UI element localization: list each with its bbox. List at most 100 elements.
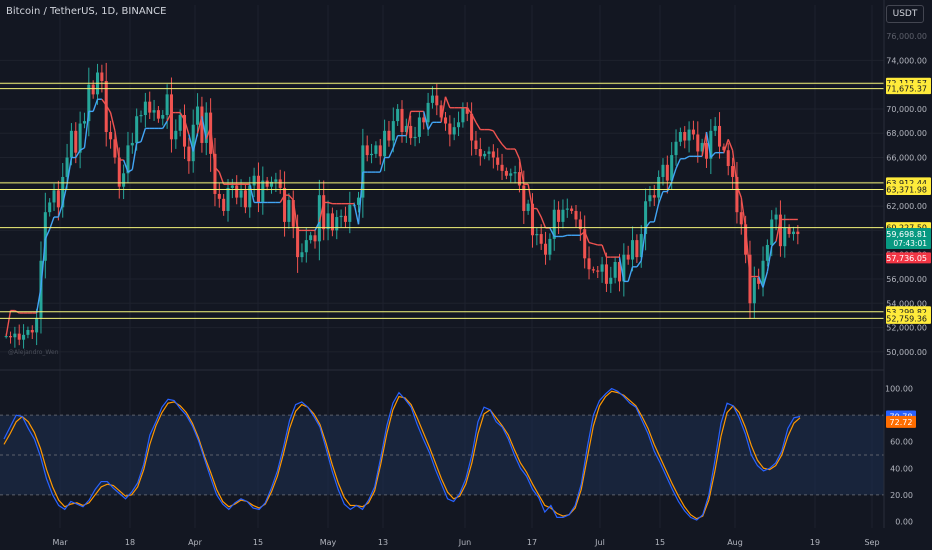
candle-body (443, 117, 448, 124)
currency-button[interactable]: USDT (886, 5, 924, 23)
candle-body (513, 172, 517, 174)
candle-body (87, 84, 91, 122)
candle-body (65, 157, 69, 177)
candle-body (322, 195, 326, 230)
candle-body (561, 209, 565, 222)
trend-line (179, 112, 186, 121)
candle-body (478, 149, 482, 157)
trend-line (657, 191, 664, 204)
trend-line (66, 157, 73, 185)
candle-body (82, 121, 86, 124)
candle-body (687, 129, 691, 141)
candle-body (713, 125, 717, 131)
candle-body (178, 115, 182, 131)
candle-body (552, 209, 556, 239)
candle-body (774, 214, 778, 220)
price-level-tag: 63,912.44 (886, 179, 927, 188)
candle-body (261, 180, 265, 203)
time-tick: 19 (810, 538, 820, 547)
candle-body (626, 254, 630, 260)
candle-body (609, 277, 613, 284)
candle-body (430, 95, 434, 103)
price-levels (0, 82, 884, 319)
candle-body (591, 269, 595, 271)
trend-line (183, 119, 190, 135)
time-tick: 13 (378, 538, 388, 547)
trend-line (101, 98, 107, 106)
candle-body (287, 200, 291, 222)
candle-body (78, 123, 82, 153)
candle-body (30, 329, 34, 333)
trend-line (470, 113, 477, 123)
candle-body (413, 136, 417, 139)
candle-body (748, 254, 752, 304)
trend-line (744, 227, 751, 277)
candle-body (496, 157, 500, 165)
candle-body (43, 212, 47, 261)
trend-line (601, 244, 608, 258)
time-tick: Apr (188, 538, 203, 547)
candle-body (487, 151, 491, 154)
trend-line (775, 219, 782, 242)
candle-body (644, 201, 648, 235)
trend-line (136, 141, 142, 144)
candle-body (757, 277, 761, 284)
time-tick: May (320, 538, 337, 547)
trend-line (162, 120, 168, 129)
candle-body (796, 231, 800, 235)
stoch-value-tag: 72.72 (890, 418, 913, 427)
candle-body (439, 105, 443, 118)
candle-body (378, 145, 382, 157)
stoch-tick: 100.00 (885, 385, 913, 394)
trend-line (540, 216, 547, 229)
trend-line (562, 234, 568, 238)
candle-body (243, 190, 247, 208)
candle-body (787, 227, 791, 235)
trend-line (75, 149, 81, 158)
candle-body (109, 132, 113, 140)
candle-body (265, 180, 269, 187)
candle-body (617, 261, 622, 282)
trend-line (327, 201, 333, 205)
trend-line (292, 199, 299, 231)
price-tick: 52,000.00 (886, 324, 927, 333)
stoch-d-line (3, 390, 801, 520)
price-level-tag-bg (886, 312, 931, 324)
trend-line (653, 203, 660, 223)
trend-line (196, 116, 203, 134)
trend-line (318, 202, 325, 223)
trend-line (423, 111, 429, 130)
trend-line (388, 147, 394, 158)
candle-body (169, 94, 173, 140)
trend-line (640, 227, 647, 261)
candle-body (574, 210, 578, 220)
candle-body (400, 108, 404, 133)
candle-body (539, 234, 543, 244)
time-tick: 15 (655, 538, 665, 547)
trend-line (353, 203, 360, 225)
current-price-tag: 59,698.81 (886, 230, 927, 239)
trend-line (588, 241, 594, 245)
trend-line (736, 185, 742, 198)
price-tick: 68,000.00 (886, 129, 927, 138)
candle-body (570, 208, 574, 211)
candle-body (126, 145, 130, 174)
price-tick: 70,000.00 (886, 105, 927, 114)
trend-line (514, 148, 521, 160)
candle-body (739, 212, 743, 225)
candle-body (517, 172, 521, 186)
candle-body (691, 129, 695, 135)
trend-line (357, 172, 364, 225)
candle-body (148, 101, 152, 113)
trend-line (731, 150, 738, 186)
stoch-k-line (3, 387, 801, 521)
candle-body (426, 102, 430, 123)
candle-body (435, 95, 439, 106)
candle-body (578, 219, 582, 230)
candle-body (330, 213, 334, 231)
candle-body (674, 141, 678, 156)
stoch-tick: 0.00 (895, 517, 913, 526)
candle-body (122, 173, 126, 187)
candle-body (665, 164, 669, 181)
